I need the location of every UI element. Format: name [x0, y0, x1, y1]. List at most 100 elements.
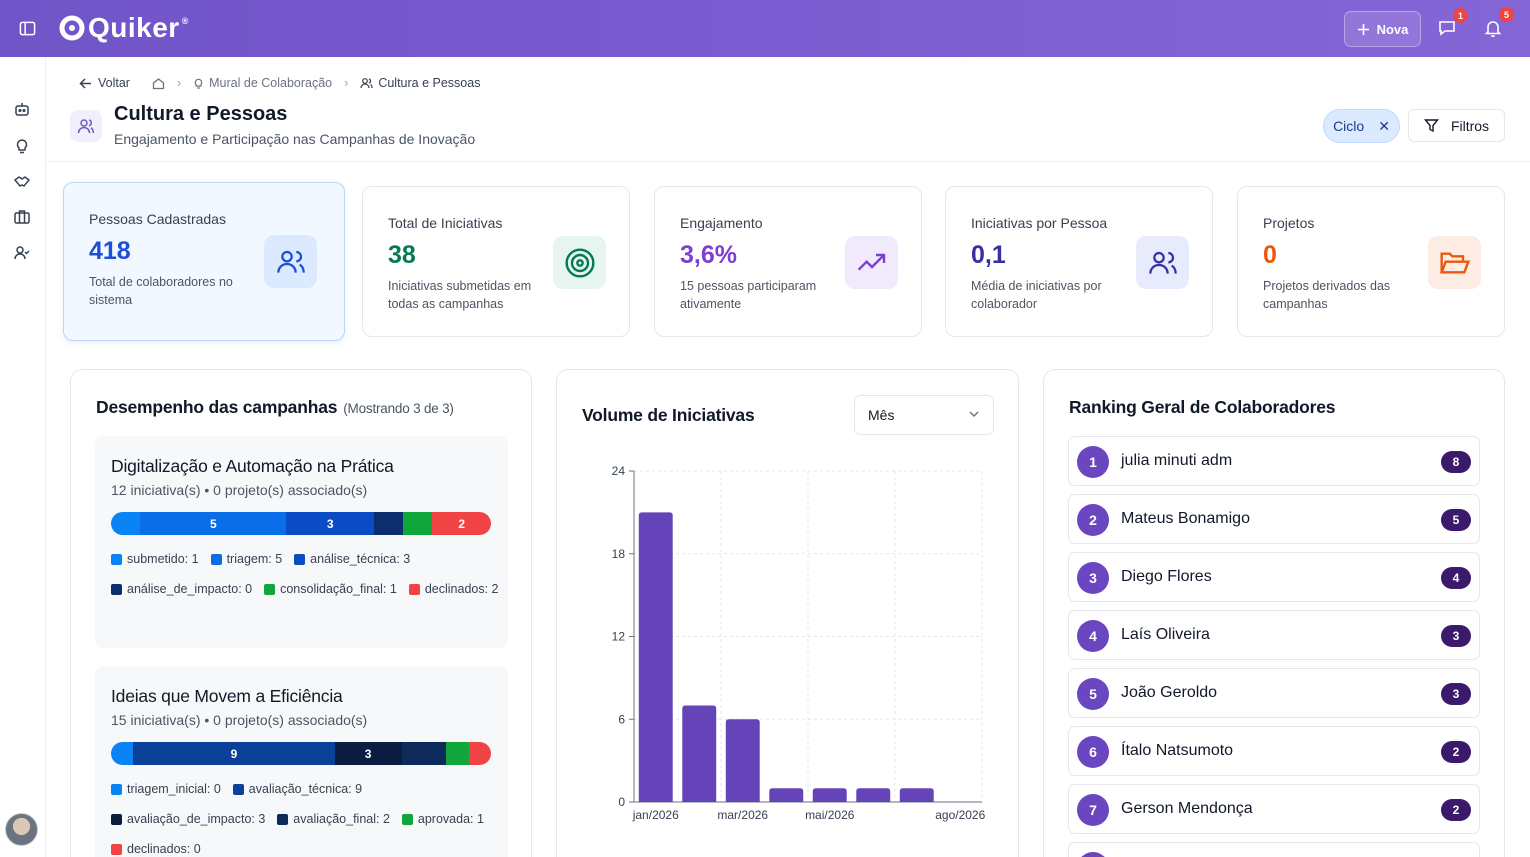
- legend-swatch: [210, 553, 222, 565]
- kpi-value: 0,1: [971, 241, 1006, 269]
- logo-text: Quiker: [88, 12, 180, 43]
- breadcrumb-separator: ›: [176, 76, 182, 90]
- period-select[interactable]: Mês: [854, 395, 994, 435]
- kpi-value: 418: [89, 237, 131, 265]
- ranking-item[interactable]: 7 Gerson Mendonça 2: [1068, 784, 1480, 834]
- status-bar-segment: 5: [140, 512, 287, 535]
- ranking-name: Diego Flores: [1121, 568, 1212, 585]
- home-icon[interactable]: [152, 77, 165, 90]
- kpi-card-pessoas[interactable]: Pessoas Cadastradas 418 Total de colabor…: [63, 182, 345, 341]
- page-title: Cultura e Pessoas: [114, 103, 288, 125]
- legend-item: aprovada: 1: [401, 804, 484, 834]
- legend-swatch: [111, 813, 122, 825]
- sidebar-toggle-icon[interactable]: [19, 20, 36, 37]
- messages-badge: 1: [1453, 8, 1468, 23]
- breadcrumb-item-label: Cultura e Pessoas: [378, 76, 481, 90]
- new-button[interactable]: Nova: [1344, 11, 1421, 47]
- legend-swatch: [401, 813, 413, 825]
- volume-bar-chart: 0 6 12 18 24 jan/2026 mar/2026 mai/2026 ago/2026: [612, 464, 986, 822]
- legend-swatch: [111, 553, 122, 565]
- bar-jan/2026[interactable]: [638, 512, 673, 802]
- y-tick-label: 0: [618, 795, 625, 809]
- legend-item: triagem: 5: [210, 544, 283, 574]
- x-tick-label: mai/2026: [805, 808, 855, 822]
- x-tick-label: mar/2026: [717, 808, 768, 822]
- filter-chip-ciclo[interactable]: Ciclo ✕: [1323, 109, 1400, 143]
- logo-mark-icon: [59, 15, 85, 41]
- lightbulb-icon[interactable]: [13, 137, 31, 155]
- bar-jul/2026[interactable]: [899, 788, 934, 802]
- lightbulb-icon: [194, 78, 203, 89]
- legend-label: triagem: 5: [226, 552, 283, 566]
- kpi-card-iniciativas-por-pessoa[interactable]: Iniciativas por Pessoa 0,1 Média de inic…: [945, 186, 1213, 337]
- ranking-panel-title: Ranking Geral de Colaboradores: [1069, 397, 1336, 417]
- ranking-position: 1: [1077, 446, 1109, 478]
- new-button-label: Nova: [1376, 21, 1409, 37]
- kpi-icon-box: [845, 236, 898, 289]
- filters-button[interactable]: Filtros: [1408, 109, 1505, 142]
- kpi-icon-box: [1428, 236, 1481, 289]
- y-tick-label: 18: [612, 547, 626, 561]
- ranking-item[interactable]: 3 Diego Flores 4: [1068, 552, 1480, 602]
- legend-label: triagem_inicial: 0: [127, 782, 221, 796]
- legend-label: avaliação_técnica: 9: [248, 782, 363, 796]
- breadcrumb-item-mural[interactable]: Mural de Colaboração: [193, 76, 332, 90]
- breadcrumb-item-label: Mural de Colaboração: [209, 76, 333, 90]
- status-bar-segment: [374, 512, 404, 535]
- ranking-item[interactable]: 2 Mateus Bonamigo 5: [1068, 494, 1480, 544]
- campaigns-showing: (Mostrando 3 de 3): [343, 401, 454, 416]
- campaign-card[interactable]: Ideias que Movem a Eficiência 15 iniciat…: [95, 666, 508, 857]
- bar-mai/2026[interactable]: [812, 788, 847, 802]
- status-bar-segment: [401, 742, 447, 765]
- x-tick-label: ago/2026: [935, 808, 985, 822]
- y-tick-label: 6: [618, 712, 625, 726]
- legend-swatch: [111, 783, 122, 795]
- bar-mar/2026[interactable]: [725, 719, 760, 802]
- bar-jun/2026[interactable]: [856, 788, 891, 802]
- legend-label: consolidação_final: 1: [280, 582, 397, 596]
- app-logo[interactable]: Quiker ®: [58, 12, 189, 44]
- status-bar-segment: 9: [133, 742, 335, 765]
- ranking-name: João Geroldo: [1121, 684, 1218, 701]
- briefcase-icon[interactable]: [13, 208, 31, 226]
- filters-button-label: Filtros: [1450, 117, 1490, 134]
- kpi-card-iniciativas[interactable]: Total de Iniciativas 38 Iniciativas subm…: [362, 186, 630, 337]
- campaign-card[interactable]: Digitalização e Automação na Prática 12 …: [95, 436, 508, 648]
- kpi-card-projetos[interactable]: Projetos 0 Projetos derivados das campan…: [1237, 186, 1505, 337]
- back-link[interactable]: Voltar: [79, 76, 130, 90]
- bar-fev/2026[interactable]: [682, 705, 717, 802]
- bot-icon[interactable]: [13, 101, 31, 119]
- bell-icon[interactable]: [1483, 18, 1503, 38]
- ranking-item[interactable]: 6 Ítalo Natsumoto 2: [1068, 726, 1480, 776]
- kpi-label: Total de Iniciativas: [388, 215, 503, 231]
- kpi-value: 0: [1263, 241, 1277, 269]
- ranking-item[interactable]: 1 julia minuti adm 8: [1068, 436, 1480, 486]
- user-check-icon[interactable]: [13, 244, 31, 262]
- messages-icon[interactable]: [1437, 18, 1457, 38]
- chevron-down-icon: [969, 411, 979, 417]
- handshake-icon[interactable]: [13, 173, 31, 191]
- back-label: Voltar: [98, 76, 130, 90]
- page-subtitle: Engajamento e Participação nas Campanhas…: [114, 131, 476, 147]
- legend-swatch: [408, 583, 420, 595]
- kpi-icon-box: [264, 235, 317, 288]
- bar-abr/2026[interactable]: [769, 788, 804, 802]
- filter-icon: [1423, 119, 1439, 133]
- legend-item: avaliação_final: 2: [277, 804, 390, 834]
- trending-up-icon: [857, 253, 885, 271]
- ranking-panel: Ranking Geral de Colaboradores 1 julia mi…: [1043, 369, 1505, 857]
- ranking-item[interactable]: 5 João Geroldo 3: [1068, 668, 1480, 718]
- user-avatar[interactable]: [5, 813, 38, 846]
- close-icon[interactable]: ✕: [1378, 117, 1390, 134]
- legend-item: avaliação_técnica: 9: [232, 774, 363, 804]
- kpi-card-engajamento[interactable]: Engajamento 3,6% 15 pessoas participaram…: [654, 186, 922, 337]
- campaign-legend: triagem_inicial: 0 avaliação_técnica: 9 av…: [111, 774, 501, 857]
- ranking-item[interactable]: 4 Laís Oliveira 3: [1068, 610, 1480, 660]
- campaign-subtitle: 12 iniciativa(s) • 0 projeto(s) associad…: [111, 482, 368, 498]
- ranking-item[interactable]: 8: [1068, 842, 1480, 857]
- legend-label: aprovada: 1: [417, 812, 484, 826]
- ranking-count-badge: 8: [1441, 451, 1471, 473]
- legend-label: análise_de_impacto: 0: [127, 582, 253, 596]
- legend-swatch: [277, 813, 289, 825]
